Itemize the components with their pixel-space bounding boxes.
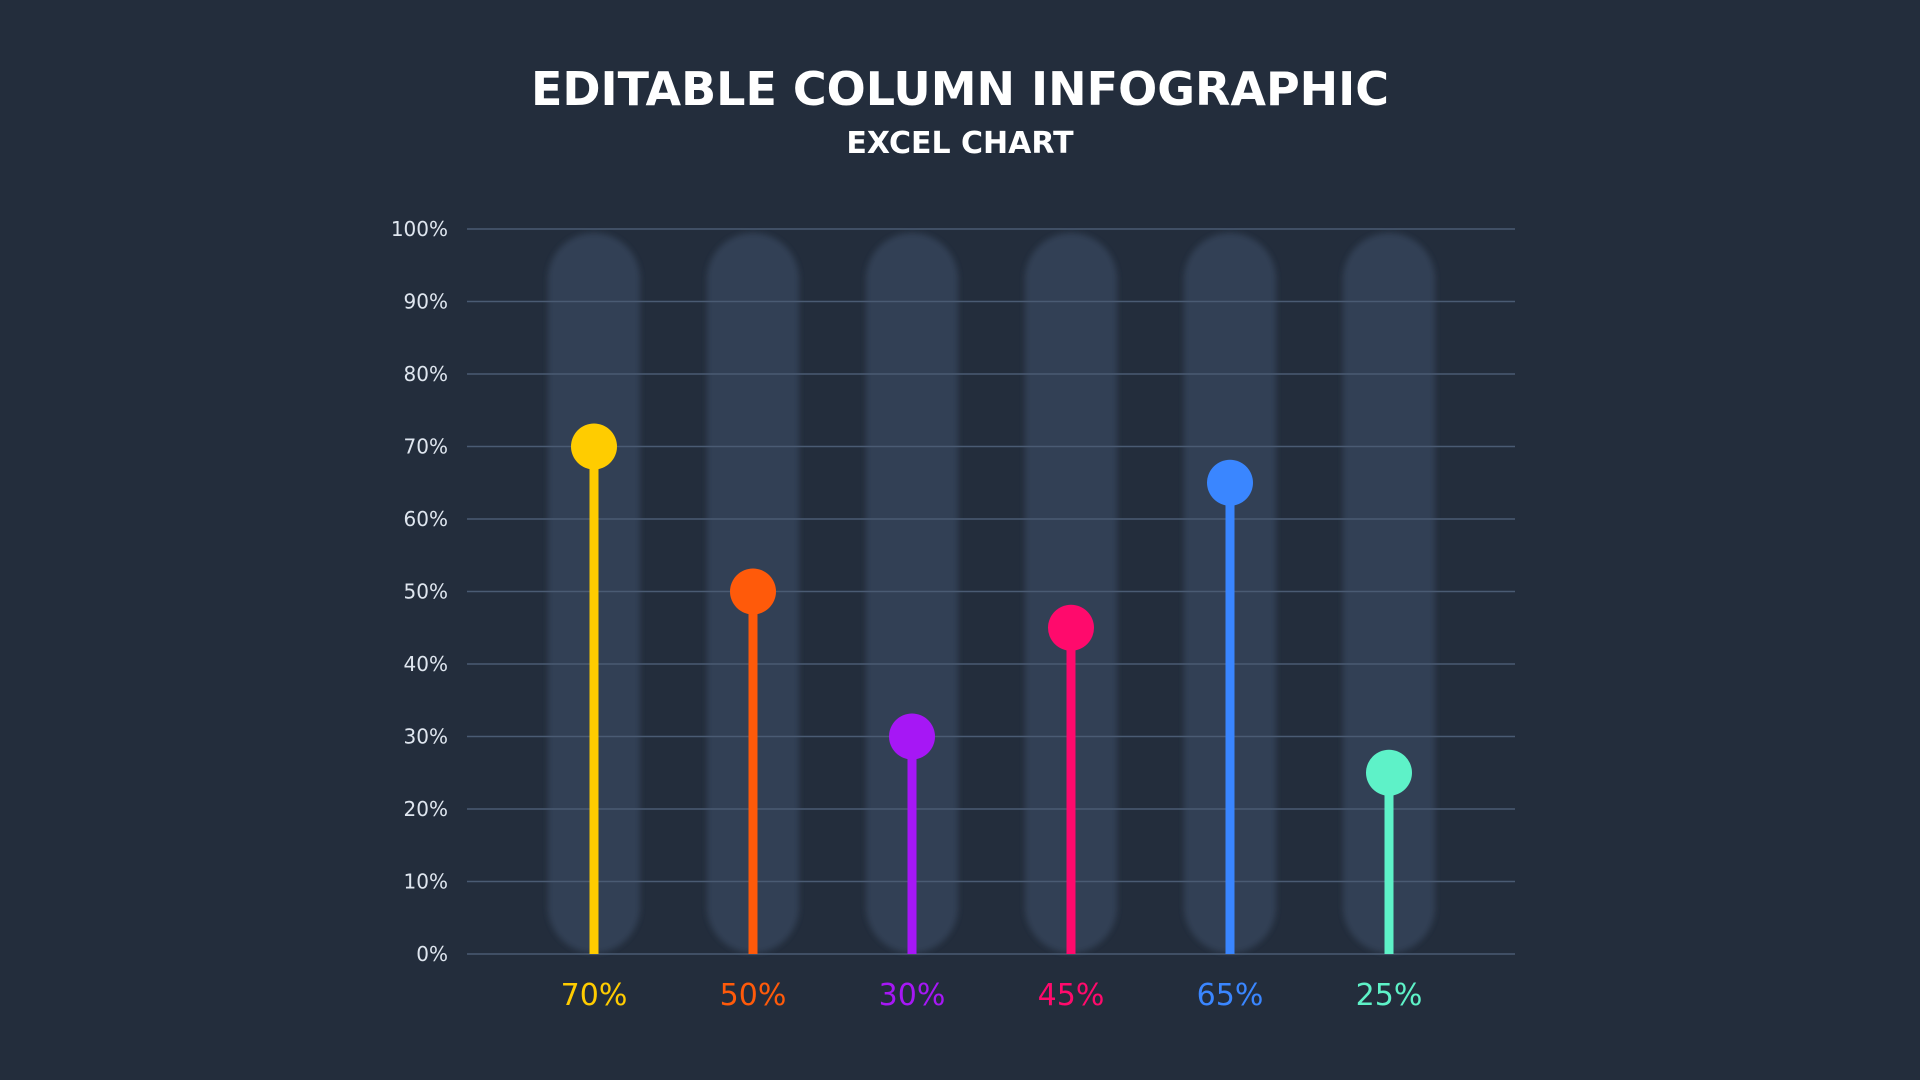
- value-label-4: 45%: [1038, 978, 1105, 1013]
- y-tick-label: 10%: [404, 870, 448, 894]
- value-label-1: 70%: [561, 978, 628, 1013]
- value-label-3: 30%: [879, 978, 946, 1013]
- value-label-2: 50%: [720, 978, 787, 1013]
- y-tick-label: 60%: [404, 507, 448, 531]
- chart-title: EDITABLE COLUMN INFOGRAPHIC: [531, 62, 1389, 116]
- point-5: [1207, 459, 1253, 506]
- value-label-5: 65%: [1197, 978, 1264, 1013]
- column-track-4: [1025, 233, 1117, 953]
- value-labels: 70% 50% 30% 45% 65% 25%: [561, 978, 1423, 1013]
- chart-subtitle: EXCEL CHART: [846, 126, 1074, 161]
- point-4: [1048, 604, 1094, 651]
- value-label-6: 25%: [1356, 978, 1423, 1013]
- y-tick-label: 70%: [404, 435, 448, 459]
- y-tick-label: 0%: [416, 942, 448, 966]
- point-6: [1366, 749, 1412, 796]
- y-tick-label: 100%: [391, 217, 448, 241]
- column-track-3: [866, 233, 958, 953]
- column-tracks: [548, 233, 1435, 953]
- y-tick-label: 40%: [404, 652, 448, 676]
- column-track-6: [1343, 233, 1435, 953]
- y-tick-label: 90%: [404, 290, 448, 314]
- point-3: [889, 713, 935, 760]
- y-tick-label: 30%: [404, 725, 448, 749]
- y-tick-label: 50%: [404, 580, 448, 604]
- point-1: [571, 423, 617, 470]
- y-tick-label: 20%: [404, 797, 448, 821]
- data-marks: [571, 423, 1412, 954]
- y-tick-label: 80%: [404, 362, 448, 386]
- y-axis: 0% 10% 20% 30% 40% 50% 60% 70% 80% 90% 100%: [391, 217, 448, 966]
- grid-lines: [467, 228, 1515, 955]
- point-2: [730, 568, 776, 615]
